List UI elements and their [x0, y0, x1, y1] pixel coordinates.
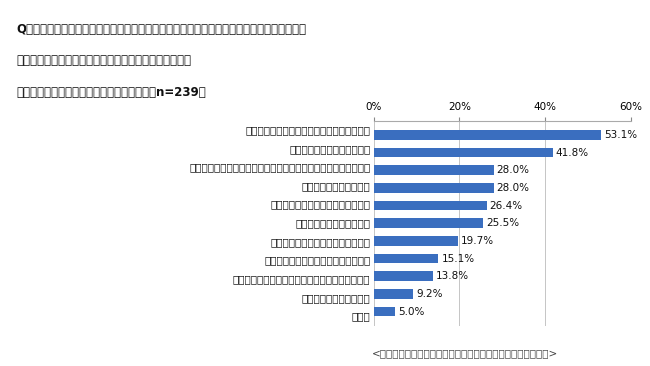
Text: 知人・友人と離れたくない: 知人・友人と離れたくない [296, 218, 370, 228]
Text: 13.8%: 13.8% [436, 271, 469, 281]
Bar [374, 148, 552, 157]
Bar [374, 236, 458, 246]
Text: 25.5%: 25.5% [486, 218, 519, 228]
Text: 53.1%: 53.1% [604, 130, 637, 140]
Text: 5.0%: 5.0% [398, 307, 424, 317]
Text: 子どもの教育環境を考えると難しい: 子どもの教育環境を考えると難しい [270, 199, 370, 210]
Bar [374, 271, 433, 281]
Bar [374, 183, 493, 193]
Text: 十分な収入を得られるか不安: 十分な収入を得られるか不安 [289, 144, 370, 154]
Bar [374, 307, 395, 317]
Bar [374, 254, 438, 264]
Text: Q（田舎暮らし、地方移住に「まったく興味がない」「あまり興味がない」と答えた方へ）: Q（田舎暮らし、地方移住に「まったく興味がない」「あまり興味がない」と答えた方へ… [16, 23, 306, 36]
Text: 15.1%: 15.1% [441, 254, 474, 264]
Text: 地域の文化や風習に馴染めるか不安: 地域の文化や風習に馴染めるか不安 [270, 237, 370, 247]
Text: <にかほ市による一都三県シングルマザーへのアンケート調査>: <にかほ市による一都三県シングルマザーへのアンケート調査> [372, 348, 558, 358]
Text: 生活の利便性・快適性が低下することの懸念: 生活の利便性・快適性が低下することの懸念 [246, 125, 370, 135]
Text: 田舎暮らし、地方移住に興味がない理由は何ですか？: 田舎暮らし、地方移住に興味がない理由は何ですか？ [16, 55, 191, 67]
Text: 28.0%: 28.0% [497, 183, 530, 193]
Text: 子どもの面倒をみてくれる存在が近くにいるため、移住は難しい: 子どもの面倒をみてくれる存在が近くにいるため、移住は難しい [189, 163, 370, 172]
Text: 仕事を変えるのが難しい: 仕事を変えるのが難しい [302, 181, 370, 191]
Bar [374, 289, 413, 299]
Text: 当てはまるものを全てお選びください。（n=239）: 当てはまるものを全てお選びください。（n=239） [16, 86, 206, 99]
Text: 41.8%: 41.8% [556, 147, 589, 158]
Bar [374, 201, 487, 210]
Text: 28.0%: 28.0% [497, 165, 530, 175]
Text: 9.2%: 9.2% [416, 289, 443, 299]
Bar [374, 165, 493, 175]
Text: 現在田舎に暮らしている: 現在田舎に暮らしている [302, 293, 370, 303]
Bar [374, 219, 483, 228]
Bar [374, 130, 601, 140]
Text: 家族が移住先の生活に馴染めるか不安: 家族が移住先の生活に馴染めるか不安 [265, 255, 370, 265]
Text: 地方移住に関する情報にあまり触れたことがない: 地方移住に関する情報にあまり触れたことがない [233, 274, 370, 284]
Text: 19.7%: 19.7% [461, 236, 494, 246]
Text: 26.4%: 26.4% [489, 201, 523, 210]
Text: その他: その他 [352, 311, 370, 321]
